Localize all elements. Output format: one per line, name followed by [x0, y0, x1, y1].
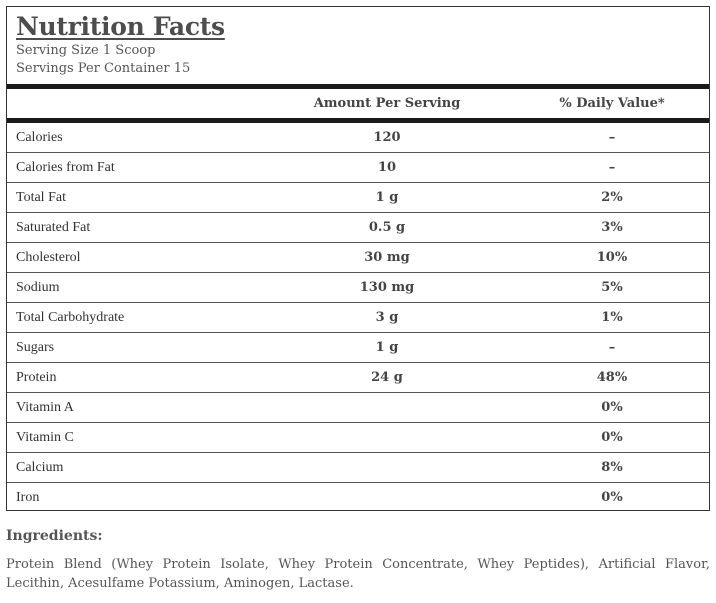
nutrient-amount: 120 [373, 130, 401, 145]
column-header-amount: Amount Per Serving [313, 96, 461, 111]
nutrient-name: Total Carbohydrate [16, 310, 125, 325]
nutrient-name: Calories [16, 130, 63, 145]
nutrient-daily-value: – [608, 130, 616, 145]
nutrient-name: Cholesterol [16, 250, 81, 265]
nutrient-name: Total Fat [16, 190, 66, 205]
nutrient-daily-value: 8% [601, 460, 623, 475]
nutrient-daily-value: – [608, 160, 616, 175]
nutrient-name: Sugars [16, 340, 55, 355]
nutrient-row: Cholesterol 30 mg 10% [7, 243, 709, 273]
nutrient-row: Total Carbohydrate 3 g 1% [7, 303, 709, 333]
nutrient-row: Protein 24 g 48% [7, 363, 709, 393]
nutrient-daily-value: – [608, 340, 616, 355]
nutrient-row: Saturated Fat 0.5 g 3% [7, 213, 709, 243]
nutrient-name: Calories from Fat [16, 160, 115, 175]
nutrient-name: Vitamin C [16, 430, 74, 445]
nutrient-amount: 10 [377, 160, 397, 175]
nutrient-amount: 1 g [375, 190, 399, 205]
ingredients-heading: Ingredients: [6, 528, 103, 544]
nutrient-amount: 0.5 g [368, 220, 406, 235]
nutrient-name: Protein [16, 370, 57, 385]
column-header-daily-value: % Daily Value* [559, 96, 665, 111]
nutrient-amount: 130 mg [359, 280, 415, 295]
nutrient-amount: 24 g [371, 370, 403, 385]
nutrient-rows: Calories 120 – Calories from Fat 10 – Total Fa… [7, 123, 709, 512]
nutrient-name: Saturated Fat [16, 220, 91, 235]
nutrient-row: Sodium 130 mg 5% [7, 273, 709, 303]
nutrient-amount: 30 mg [364, 250, 410, 265]
nutrient-daily-value: 3% [601, 220, 623, 235]
nutrient-name: Sodium [16, 280, 60, 295]
nutrient-name: Iron [16, 490, 40, 505]
nutrient-row: Calcium 8% [7, 453, 709, 483]
thick-divider-top [7, 84, 709, 89]
nutrition-title: Nutrition Facts [16, 12, 225, 41]
nutrient-daily-value: 48% [596, 370, 628, 385]
nutrient-daily-value: 10% [596, 250, 628, 265]
nutrient-amount: 3 g [375, 310, 399, 325]
servings-per-container: Servings Per Container 15 [16, 61, 191, 76]
nutrient-row: Calories from Fat 10 – [7, 153, 709, 183]
ingredients-section: Ingredients: Protein Blend (Whey Protein… [6, 527, 710, 593]
nutrient-daily-value: 0% [601, 400, 623, 415]
nutrient-daily-value: 5% [601, 280, 623, 295]
nutrient-name: Calcium [16, 460, 64, 475]
ingredients-text: Protein Blend (Whey Protein Isolate, Whe… [6, 557, 710, 591]
nutrient-name: Vitamin A [16, 400, 74, 415]
nutrient-daily-value: 1% [601, 310, 623, 325]
nutrient-amount: 1 g [375, 340, 399, 355]
serving-size: Serving Size 1 Scoop [16, 43, 156, 58]
thick-divider-header [7, 118, 709, 123]
nutrient-row: Sugars 1 g – [7, 333, 709, 363]
nutrition-facts-panel: Nutrition Facts Serving Size 1 Scoop Ser… [6, 6, 710, 511]
nutrient-row: Calories 120 – [7, 123, 709, 153]
nutrient-row: Iron 0% [7, 483, 709, 512]
nutrient-daily-value: 2% [601, 190, 623, 205]
nutrient-row: Vitamin C 0% [7, 423, 709, 453]
nutrient-row: Total Fat 1 g 2% [7, 183, 709, 213]
nutrient-daily-value: 0% [601, 490, 623, 505]
nutrition-header: Nutrition Facts Serving Size 1 Scoop Ser… [16, 12, 225, 78]
nutrient-daily-value: 0% [601, 430, 623, 445]
nutrient-row: Vitamin A 0% [7, 393, 709, 423]
